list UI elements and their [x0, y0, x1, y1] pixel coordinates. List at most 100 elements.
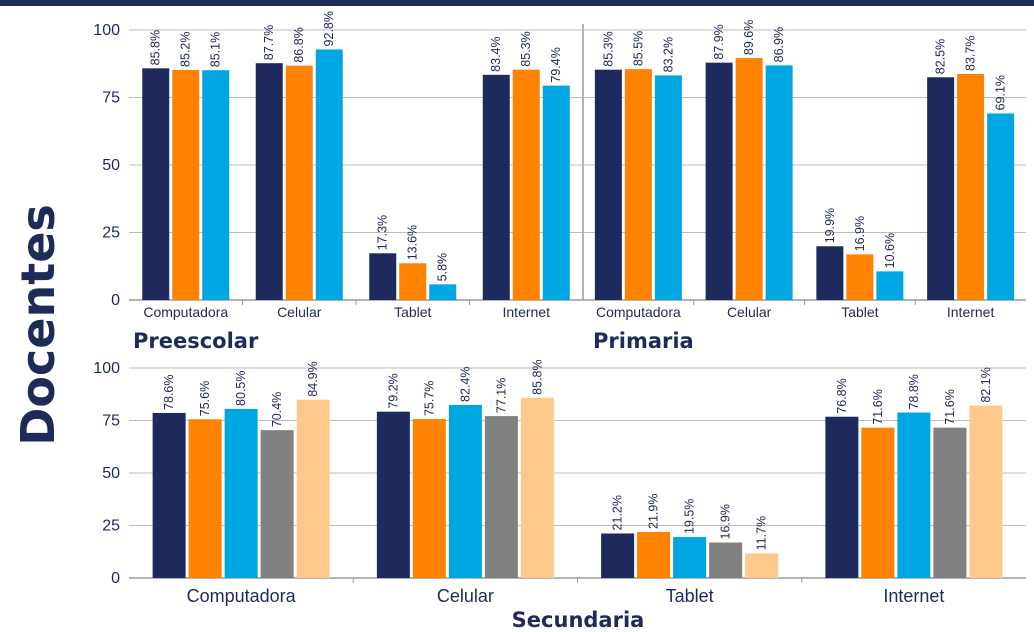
- x-category-label: Internet: [947, 304, 995, 320]
- x-category-label: Internet: [883, 586, 944, 606]
- chart-title: Preescolar: [133, 329, 259, 353]
- data-label: 5.8%: [436, 253, 450, 282]
- bar: [897, 412, 931, 578]
- data-label: 21.9%: [647, 494, 661, 529]
- data-label: 77.1%: [494, 378, 508, 413]
- y-tick-label: 50: [102, 157, 120, 174]
- data-label: 85.5%: [631, 31, 645, 66]
- data-label: 85.8%: [149, 30, 163, 65]
- data-label: 85.2%: [179, 32, 193, 67]
- chart-panel-primaria: Computadora 85.3% 85.5% 83.2% Celular 87.9% 89…: [583, 20, 1026, 353]
- bar: [846, 254, 874, 300]
- data-label: 82.5%: [934, 39, 948, 74]
- bar: [876, 271, 904, 300]
- data-label: 21.2%: [611, 495, 625, 530]
- data-label: 84.9%: [306, 361, 320, 396]
- data-label: 80.5%: [234, 370, 248, 405]
- bar: [927, 77, 955, 300]
- data-label: 79.4%: [549, 47, 563, 82]
- bar: [152, 412, 186, 578]
- chart-panel-preescolar: 0 25 50 75 100 Computadora 85.8% 85.2% 85.1% Celu…: [93, 11, 584, 353]
- bar: [172, 69, 200, 301]
- x-category-label: Computadora: [187, 586, 297, 606]
- x-category-label: Tablet: [841, 304, 878, 320]
- bar: [745, 553, 779, 578]
- data-label: 71.6%: [943, 389, 957, 424]
- y-tick-label: 50: [102, 465, 120, 482]
- bar: [601, 533, 635, 578]
- bar: [825, 416, 859, 578]
- data-label: 86.8%: [292, 27, 306, 62]
- data-label: 76.8%: [835, 378, 849, 413]
- bar: [594, 69, 622, 300]
- bar: [202, 70, 230, 300]
- y-tick-label: 25: [102, 518, 120, 535]
- chart-title: Secundaria: [512, 608, 645, 632]
- bar: [315, 49, 343, 300]
- data-label: 89.6%: [742, 20, 756, 55]
- bar: [429, 284, 457, 300]
- bar: [285, 65, 313, 300]
- data-label: 75.6%: [198, 381, 212, 416]
- bar: [987, 113, 1015, 301]
- data-label: 87.7%: [262, 25, 276, 60]
- bar: [969, 405, 1003, 578]
- bar: [142, 68, 170, 300]
- data-label: 85.3%: [519, 31, 533, 66]
- bar: [448, 404, 482, 578]
- bar: [637, 532, 671, 578]
- data-label: 71.6%: [871, 389, 885, 424]
- x-category-label: Tablet: [394, 304, 431, 320]
- data-label: 85.8%: [530, 359, 544, 394]
- data-label: 87.9%: [712, 24, 726, 59]
- data-label: 10.6%: [883, 233, 897, 268]
- bar: [542, 85, 570, 301]
- data-label: 16.9%: [719, 504, 733, 539]
- x-category-label: Tablet: [666, 586, 714, 606]
- bar: [861, 427, 895, 578]
- bar: [224, 408, 258, 578]
- y-tick-label: 0: [111, 570, 120, 587]
- data-label: 16.9%: [853, 216, 867, 251]
- bar: [765, 65, 793, 301]
- data-label: 85.3%: [601, 31, 615, 66]
- data-label: 19.5%: [683, 499, 697, 534]
- data-label: 70.4%: [270, 392, 284, 427]
- data-label: 78.8%: [907, 374, 921, 409]
- data-label: 83.4%: [489, 36, 503, 71]
- x-category-label: Computadora: [143, 304, 228, 320]
- data-label: 83.2%: [661, 37, 675, 72]
- bar: [512, 69, 540, 300]
- bar: [412, 419, 446, 578]
- bar: [188, 419, 222, 578]
- data-label: 85.1%: [209, 32, 223, 67]
- data-label: 79.2%: [386, 373, 400, 408]
- bar: [816, 246, 844, 300]
- x-category-label: Celular: [727, 304, 772, 320]
- bar: [705, 62, 733, 300]
- bar: [709, 542, 743, 578]
- chart-panel-secundaria: 0 25 50 75 100 Computadora 78.6% 75.6% 80.5% 70.4…: [93, 359, 1026, 632]
- bar: [735, 58, 763, 300]
- chart-title: Primaria: [593, 329, 694, 353]
- x-category-label: Celular: [437, 586, 494, 606]
- bar: [255, 63, 283, 301]
- data-label: 75.7%: [422, 381, 436, 416]
- bar: [260, 430, 294, 578]
- data-label: 13.6%: [406, 225, 420, 260]
- y-tick-label: 75: [102, 90, 120, 107]
- bar: [376, 411, 410, 578]
- x-category-label: Computadora: [596, 304, 681, 320]
- bar: [673, 537, 707, 578]
- x-category-label: Celular: [277, 304, 322, 320]
- data-label: 86.9%: [772, 27, 786, 62]
- y-tick-label: 100: [93, 22, 120, 39]
- bar: [369, 253, 397, 300]
- bar: [520, 397, 554, 578]
- y-axis-title-text: Docentes: [11, 204, 65, 446]
- y-tick-label: 75: [102, 413, 120, 430]
- data-label: 17.3%: [376, 215, 390, 250]
- data-label: 92.8%: [322, 11, 336, 46]
- data-label: 82.1%: [979, 367, 993, 402]
